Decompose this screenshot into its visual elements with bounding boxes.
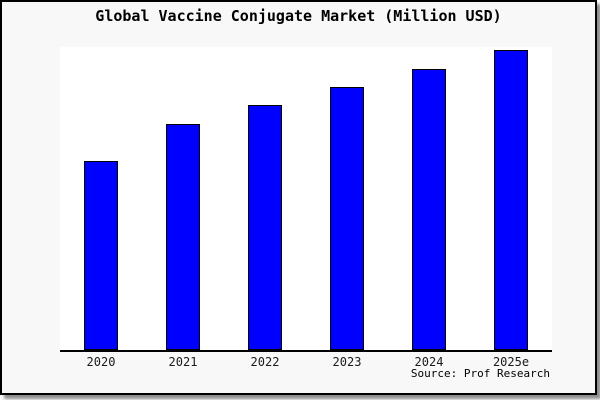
x-tick-label-2022: 2022 [250,355,280,369]
bar-2025e [494,50,528,350]
bar-2022 [248,105,282,350]
x-tick-label-2020: 2020 [86,355,116,369]
plot-area [60,47,552,352]
bar-2020 [84,161,118,350]
x-tick-label-2023: 2023 [332,355,362,369]
source-credit: Source: Prof Research [410,367,550,380]
bar-2024 [412,69,446,350]
x-tick-label-2021: 2021 [168,355,198,369]
bar-2021 [166,124,200,350]
bar-2023 [330,87,364,350]
chart-title: Global Vaccine Conjugate Market (Million… [95,7,502,25]
x-tick-label-2024: 2024 [414,355,444,369]
x-axis-labels: 2020 2021 2022 2023 2024 2025e [60,355,552,371]
x-tick-label-2025e: 2025e [492,355,530,369]
